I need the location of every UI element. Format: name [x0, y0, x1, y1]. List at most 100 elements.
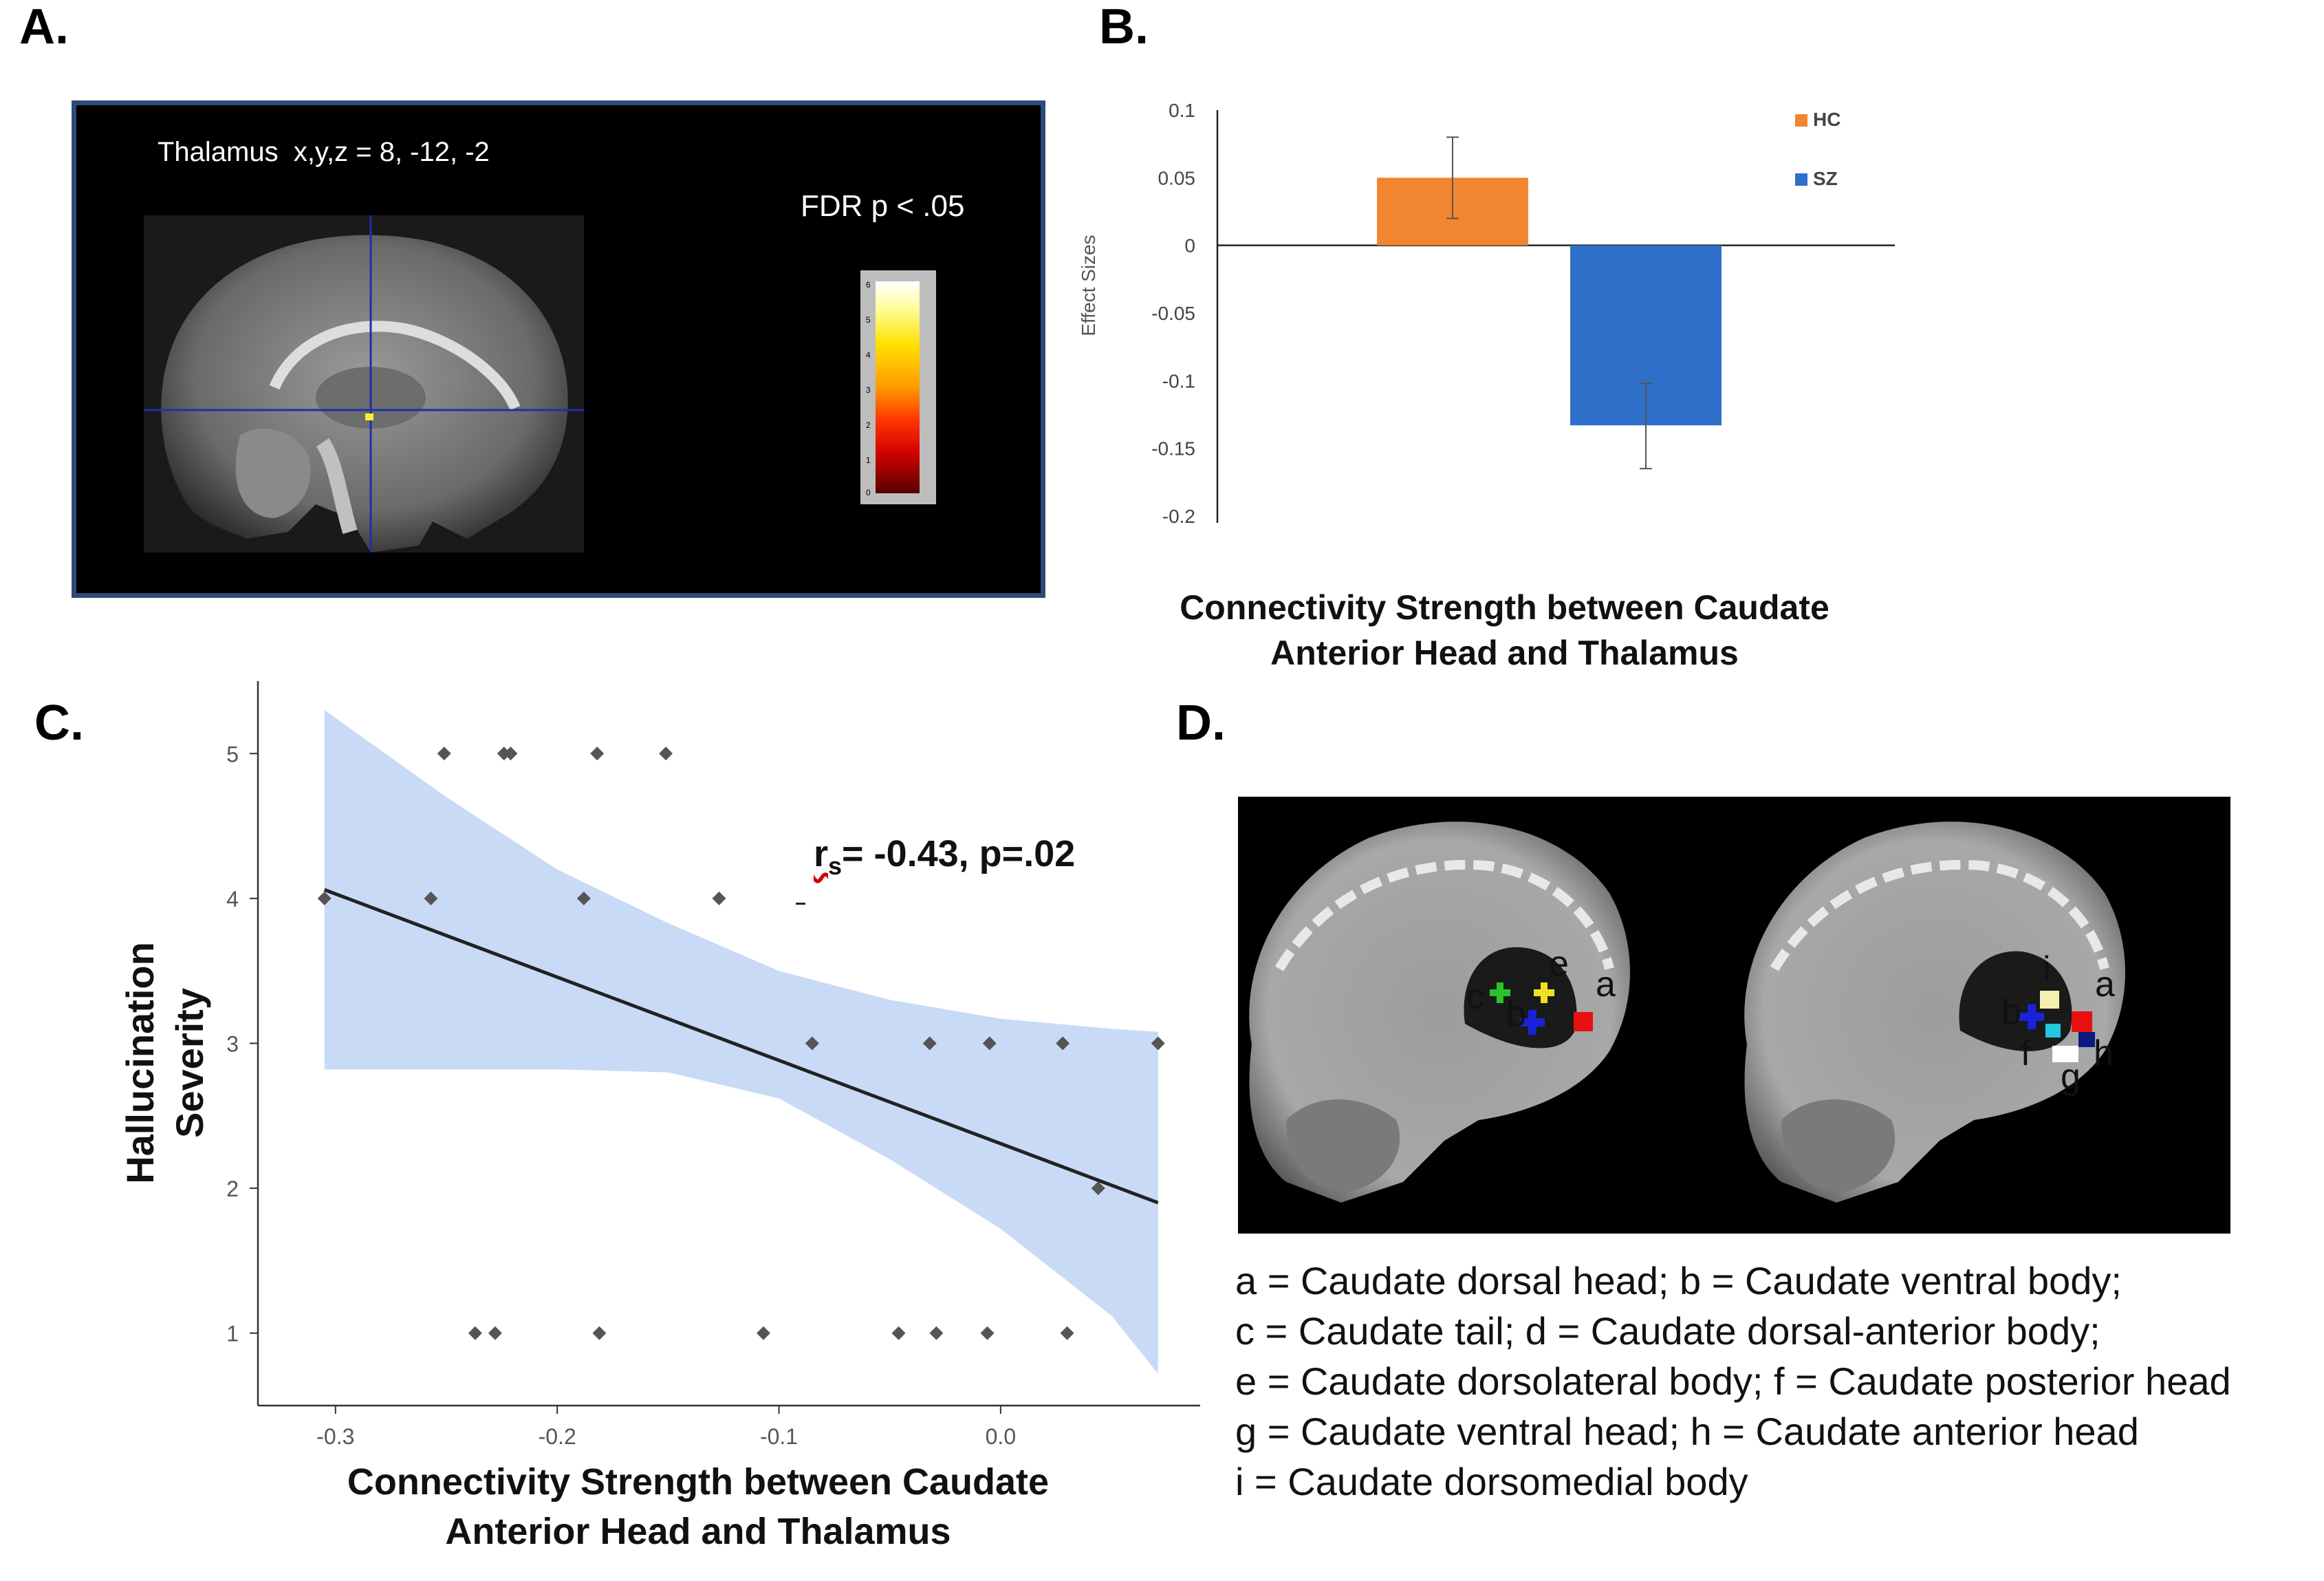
x-tick-label: -0.2 — [539, 1424, 576, 1449]
y-tick-label: -0.2 — [1162, 506, 1195, 527]
scatter-point — [1091, 1181, 1105, 1196]
panel-label-c: C. — [34, 696, 84, 751]
marker-label-b2: b — [2001, 992, 2021, 1032]
scatter-point — [592, 1326, 607, 1340]
scatter-point — [659, 746, 673, 761]
y-tick-label: 0 — [1184, 235, 1195, 257]
scatter-point — [576, 891, 591, 905]
threshold-label: FDR p < .05 — [801, 189, 965, 223]
panel-label-d: D. — [1176, 696, 1226, 751]
y-tick-label: 0.1 — [1169, 100, 1195, 121]
scatter-point — [1151, 1036, 1165, 1051]
bar-chart-xlabel-line: Anterior Head and Thalamus — [1270, 634, 1739, 672]
x-tick-label: -0.1 — [760, 1424, 798, 1449]
legend-line: e = Caudate dorsolateral body; f = Cauda… — [1235, 1359, 2231, 1403]
brain-slice-left — [1249, 821, 1630, 1203]
colorbar-tick: 3 — [866, 385, 871, 395]
colorbar-tick: 1 — [866, 455, 871, 465]
colorbar-tick: 5 — [866, 315, 871, 325]
marker-i-right — [2040, 991, 2059, 1009]
y-tick-label: 2 — [226, 1176, 239, 1201]
y-tick-label: -0.05 — [1151, 303, 1195, 324]
scatter-xlabel-line: Connectivity Strength between Caudate — [347, 1461, 1050, 1503]
sagittal-brain-image — [144, 215, 584, 552]
confidence-band — [324, 710, 1158, 1374]
caudate-brain-images: c b e a i a b f g h — [1249, 821, 2125, 1203]
marker-b-right — [2019, 1004, 2044, 1029]
scatter-point — [891, 1326, 906, 1340]
marker-label-i: i — [2043, 949, 2051, 989]
y-axis-label: Effect Sizes — [1078, 235, 1099, 336]
colorbar-tick: 4 — [866, 350, 871, 360]
brain-slice-right — [1744, 821, 2125, 1203]
y-tick-label: -0.15 — [1151, 438, 1195, 460]
bar-chart-xlabel-line: Connectivity Strength between Caudate — [1180, 588, 1829, 627]
colorbar: 6 5 4 3 2 1 0 — [860, 270, 936, 504]
y-tick-label: 5 — [226, 742, 239, 766]
scatter-point — [317, 891, 332, 905]
correlation-scatter-plot: 1 2 3 4 5 -0.3 -0.2 -0.1 0.0 — [226, 681, 1200, 1449]
effect-size-bar-chart: 0.1 0.05 0 -0.05 -0.1 -0.15 -0.2 Effect Sizes H… — [1078, 100, 1895, 527]
scatter-point — [1060, 1326, 1074, 1340]
caudate-legend: a = Caudate dorsal head; b = Caudate ven… — [1235, 1256, 2231, 1507]
legend-line: i = Caudate dorsomedial body — [1235, 1460, 1748, 1503]
marker-label-b: b — [1506, 994, 1526, 1034]
legend-label-sz: SZ — [1813, 168, 1838, 189]
scatter-point — [980, 1326, 995, 1340]
colorbar-gradient — [876, 281, 920, 493]
marker-c-left — [1490, 982, 1510, 1003]
scatter-point — [805, 1036, 819, 1051]
panel-label-b: B. — [1099, 0, 1149, 54]
scatter-xlabel: Connectivity Strength between Caudate An… — [261, 1457, 1135, 1556]
y-tick-label: 0.05 — [1158, 167, 1196, 189]
scatter-point — [488, 1326, 502, 1340]
marker-label-a2: a — [2095, 965, 2115, 1004]
legend-label-hc: HC — [1813, 109, 1840, 130]
thalamus-activation-spot — [365, 413, 373, 420]
scatter-point — [982, 1036, 997, 1051]
legend-swatch-sz — [1795, 173, 1807, 186]
colorbar-tick: 6 — [866, 280, 871, 290]
annotation-text: = -0.43, p=.02 — [842, 833, 1076, 874]
marker-label-e: e — [1549, 944, 1569, 984]
dash-mark — [796, 903, 805, 905]
annotation-subscript: s — [828, 851, 843, 880]
regression-line — [323, 888, 1159, 1205]
marker-label-f: f — [2021, 1033, 2031, 1073]
scatter-point — [922, 1036, 937, 1051]
scatter-xlabel-line: Anterior Head and Thalamus — [445, 1511, 951, 1552]
brain-activation-panel: Thalamus x,y,z = 8, -12, -2 FDR p < .05 … — [72, 100, 1045, 598]
scatter-point — [503, 746, 518, 761]
marker-label-h: h — [2094, 1033, 2114, 1073]
scatter-ylabel-line: Severity — [168, 988, 211, 1138]
marker-label-c: c — [1466, 977, 1484, 1017]
y-tick-label: -0.1 — [1162, 370, 1195, 391]
scatter-point — [929, 1326, 944, 1340]
y-tick-label: 4 — [226, 887, 239, 912]
marker-e-left — [1534, 982, 1554, 1003]
annotation-r: r — [814, 833, 829, 874]
x-tick-label: -0.3 — [316, 1424, 354, 1449]
marker-h-right — [2078, 1032, 2095, 1047]
legend-line: c = Caudate tail; d = Caudate dorsal-ant… — [1235, 1309, 2100, 1353]
y-tick-label: 1 — [226, 1322, 239, 1346]
colorbar-tick: 2 — [866, 420, 871, 430]
marker-f-right — [2045, 1024, 2061, 1037]
region-coordinates-label: Thalamus x,y,z = 8, -12, -2 — [158, 137, 490, 167]
marker-b-left — [1520, 1010, 1545, 1035]
scatter-point — [712, 891, 726, 905]
bar-chart-xlabel: Connectivity Strength between Caudate An… — [1114, 585, 1895, 676]
marker-a-right — [2072, 1011, 2092, 1032]
legend-line: g = Caudate ventral head; h = Caudate an… — [1235, 1410, 2139, 1453]
scatter-point — [468, 1326, 482, 1340]
colorbar-tick: 0 — [866, 488, 871, 497]
scatter-point — [1056, 1036, 1070, 1051]
scatter-point — [756, 1326, 770, 1340]
y-tick-label: 3 — [226, 1032, 239, 1057]
correlation-annotation: rs= -0.43, p=.02 — [814, 832, 1075, 881]
panel-label-a: A. — [19, 0, 69, 54]
marker-label-g: g — [2061, 1057, 2081, 1097]
scatter-point — [424, 891, 438, 905]
marker-a-left — [1574, 1012, 1593, 1031]
legend-line: a = Caudate dorsal head; b = Caudate ven… — [1235, 1259, 2122, 1302]
